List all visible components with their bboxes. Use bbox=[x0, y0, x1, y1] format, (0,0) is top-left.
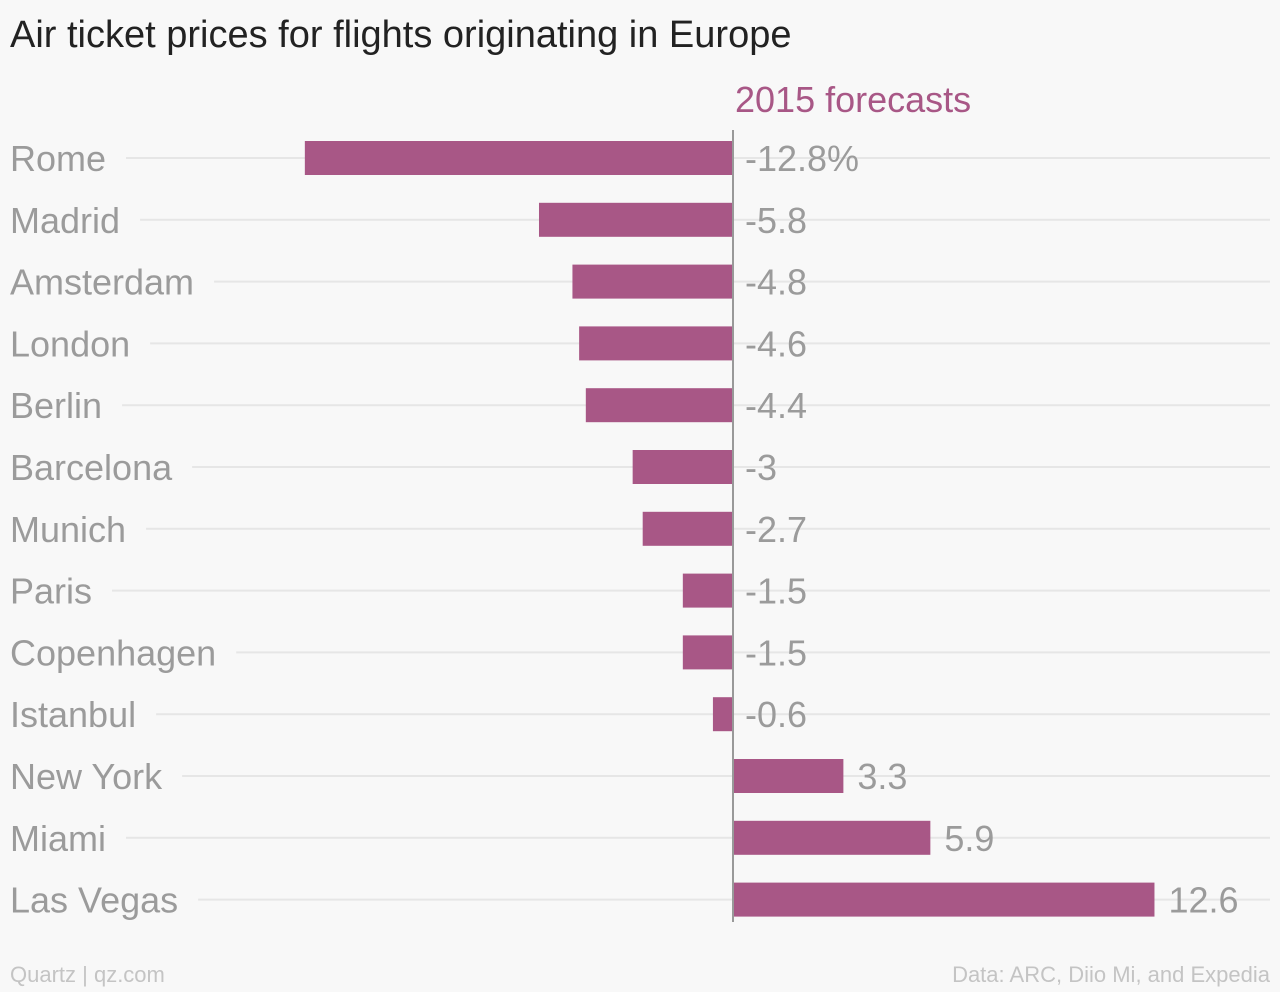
category-label: Munich bbox=[10, 509, 126, 550]
value-label: -12.8% bbox=[745, 138, 859, 179]
value-label: -4.4 bbox=[745, 385, 807, 426]
bar bbox=[642, 511, 733, 546]
bar bbox=[682, 635, 733, 670]
value-label: -1.5 bbox=[745, 632, 807, 673]
bar bbox=[579, 326, 733, 361]
category-label: Amsterdam bbox=[10, 262, 194, 303]
bar bbox=[712, 697, 733, 732]
bar bbox=[572, 264, 733, 299]
bar bbox=[632, 450, 733, 484]
category-label: Barcelona bbox=[10, 447, 173, 488]
category-label: Miami bbox=[10, 818, 106, 859]
bar bbox=[733, 759, 844, 793]
value-label: -4.8 bbox=[745, 262, 807, 303]
value-label: 3.3 bbox=[857, 756, 907, 797]
series-label: 2015 forecasts bbox=[735, 79, 971, 120]
bar bbox=[733, 882, 1155, 917]
bar bbox=[304, 141, 733, 175]
bar bbox=[733, 820, 931, 855]
value-label: -4.6 bbox=[745, 323, 807, 364]
chart-title: Air ticket prices for flights originatin… bbox=[10, 14, 792, 56]
bar-layer bbox=[304, 141, 1155, 917]
bar bbox=[585, 388, 733, 423]
footer-source-right: Data: ARC, Diio Mi, and Expedia bbox=[952, 962, 1270, 987]
value-label: -5.8 bbox=[745, 200, 807, 241]
category-label: London bbox=[10, 323, 130, 364]
category-label: New York bbox=[10, 756, 163, 797]
category-label: Copenhagen bbox=[10, 632, 216, 673]
category-label: Las Vegas bbox=[10, 880, 178, 921]
value-label: -1.5 bbox=[745, 571, 807, 612]
bar bbox=[682, 573, 733, 608]
label-layer: Rome -12.8% Madrid -5.8 Amsterdam -4.8 London -… bbox=[10, 138, 1239, 921]
category-label: Madrid bbox=[10, 200, 120, 241]
value-label: -2.7 bbox=[745, 509, 807, 550]
value-label: -3 bbox=[745, 447, 777, 488]
category-label: Rome bbox=[10, 138, 106, 179]
category-label: Paris bbox=[10, 571, 92, 612]
category-label: Istanbul bbox=[10, 694, 136, 735]
category-label: Berlin bbox=[10, 385, 102, 426]
value-label: -0.6 bbox=[745, 694, 807, 735]
footer-source-left: Quartz | qz.com bbox=[10, 962, 165, 987]
bar bbox=[538, 202, 733, 237]
value-label: 5.9 bbox=[944, 818, 994, 859]
value-label: 12.6 bbox=[1168, 880, 1238, 921]
